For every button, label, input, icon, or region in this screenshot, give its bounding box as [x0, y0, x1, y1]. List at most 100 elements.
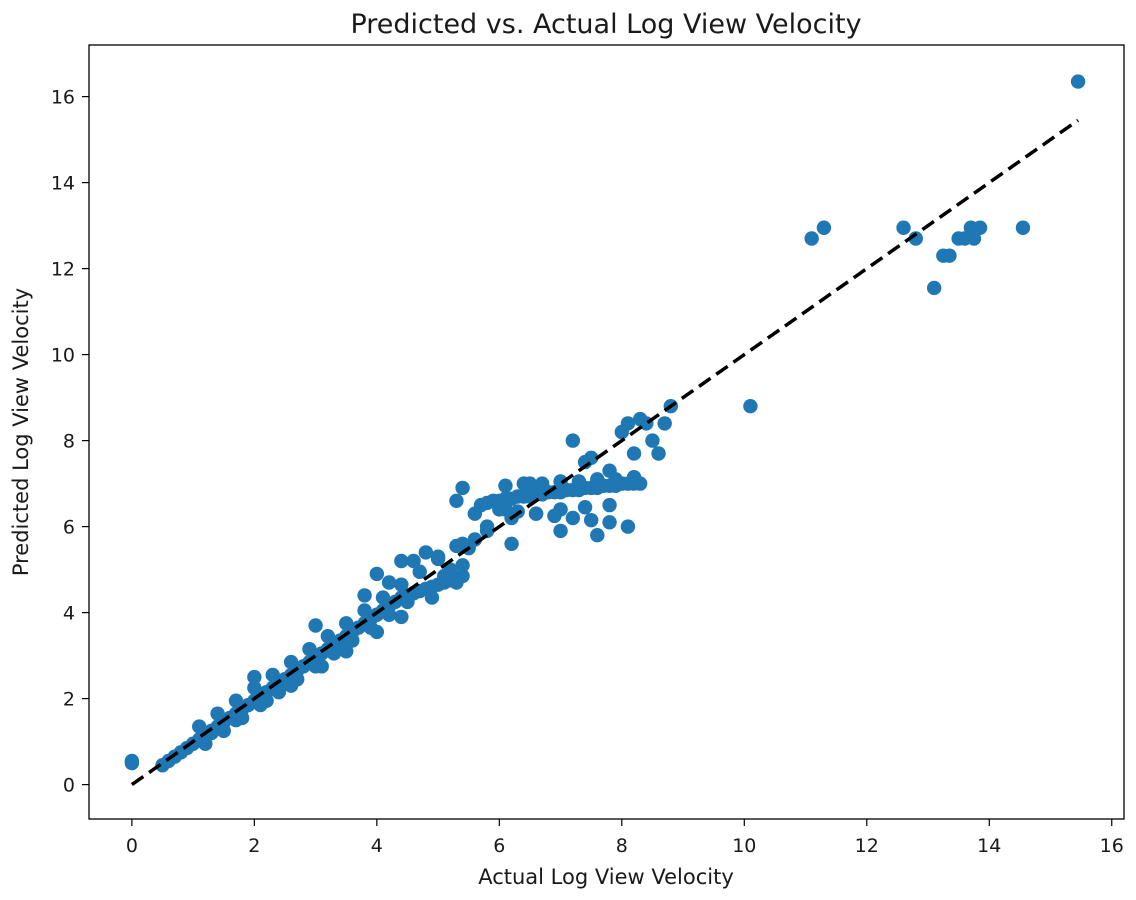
- data-point: [583, 512, 599, 528]
- x-tick-label: 6: [493, 835, 505, 857]
- y-tick-label: 4: [63, 603, 75, 625]
- data-point: [345, 633, 360, 648]
- data-point: [381, 575, 397, 590]
- x-tick-label: 12: [855, 835, 879, 857]
- data-point: [381, 607, 397, 622]
- data-point: [394, 577, 409, 592]
- x-tick-label: 4: [371, 835, 383, 857]
- data-point: [283, 654, 299, 670]
- data-point: [406, 553, 421, 569]
- x-axis-label: Actual Log View Velocity: [478, 865, 734, 889]
- data-point: [228, 712, 244, 728]
- data-point: [412, 564, 427, 579]
- data-point: [424, 590, 440, 605]
- data-point: [942, 248, 957, 263]
- reference-line: [130, 118, 1080, 787]
- data-point: [972, 220, 988, 235]
- x-tick-label: 0: [126, 835, 138, 857]
- data-point: [210, 706, 225, 721]
- data-point: [302, 641, 317, 657]
- data-point: [1015, 220, 1031, 235]
- data-point: [247, 669, 262, 685]
- data-point: [645, 433, 660, 448]
- data-point: [590, 472, 605, 487]
- data-point: [565, 510, 581, 526]
- data-point: [320, 629, 336, 644]
- chart-title: Predicted vs. Actual Log View Velocity: [350, 9, 861, 40]
- data-point: [369, 624, 385, 640]
- data-point: [449, 575, 464, 590]
- data-point: [418, 545, 434, 560]
- data-point: [583, 450, 599, 465]
- data-point: [455, 558, 470, 573]
- data-point: [265, 667, 280, 683]
- y-tick-label: 16: [51, 87, 75, 109]
- y-tick-label: 12: [51, 259, 75, 281]
- data-point: [602, 497, 617, 513]
- data-point: [449, 493, 464, 508]
- data-point: [326, 646, 342, 661]
- data-point: [571, 474, 587, 489]
- x-tick-label: 16: [1100, 835, 1124, 857]
- data-point: [357, 588, 372, 603]
- data-point: [590, 528, 605, 543]
- data-point: [247, 680, 262, 696]
- data-point: [430, 549, 446, 564]
- data-point: [394, 609, 409, 625]
- data-point: [357, 603, 372, 618]
- y-tick-label: 2: [63, 689, 75, 711]
- data-point: [375, 590, 391, 605]
- data-point: [271, 684, 287, 700]
- data-point: [498, 478, 513, 493]
- y-tick-label: 8: [63, 431, 75, 453]
- data-point: [553, 523, 568, 539]
- data-point: [657, 416, 672, 431]
- data-points: [124, 74, 1086, 773]
- data-point: [547, 508, 562, 524]
- data-point: [626, 446, 642, 461]
- data-point: [602, 515, 617, 530]
- data-point: [1070, 74, 1086, 89]
- data-point: [259, 693, 274, 708]
- data-point: [565, 433, 581, 448]
- data-point: [394, 553, 409, 569]
- data-point: [651, 446, 666, 461]
- data-point: [522, 476, 538, 491]
- x-tick-label: 8: [616, 835, 628, 857]
- data-point: [553, 474, 568, 489]
- data-point: [192, 719, 207, 734]
- data-point: [369, 566, 385, 582]
- data-point: [535, 476, 550, 491]
- data-point: [602, 463, 617, 478]
- data-point: [314, 659, 329, 674]
- data-point: [528, 506, 544, 521]
- x-tick-label: 10: [732, 835, 756, 857]
- data-point: [620, 519, 636, 534]
- data-point: [966, 231, 982, 246]
- data-point: [216, 723, 231, 739]
- y-axis-label: Predicted Log View Velocity: [9, 288, 33, 576]
- data-point: [400, 594, 415, 610]
- data-point: [455, 480, 470, 496]
- axis-ticks: 0 2 4 6 8 10 12 14 16 0 2 4 6 8 10 12 14 16: [51, 87, 1124, 857]
- data-point: [743, 399, 758, 414]
- y-tick-label: 10: [51, 345, 75, 367]
- data-point: [455, 536, 470, 551]
- data-point: [228, 693, 244, 708]
- data-point: [339, 644, 354, 659]
- data-point: [339, 616, 354, 631]
- x-tick-label: 2: [248, 835, 260, 857]
- data-point: [896, 220, 911, 235]
- data-point: [626, 469, 642, 485]
- data-point: [804, 231, 819, 246]
- y-tick-label: 0: [63, 775, 75, 797]
- data-point: [816, 220, 832, 235]
- y-tick-label: 14: [51, 173, 75, 195]
- plot-frame: [88, 44, 1125, 820]
- data-point: [620, 416, 636, 431]
- x-tick-label: 14: [977, 835, 1001, 857]
- data-point: [198, 736, 213, 751]
- data-point: [124, 755, 140, 771]
- data-point: [443, 562, 458, 577]
- data-point: [577, 500, 593, 515]
